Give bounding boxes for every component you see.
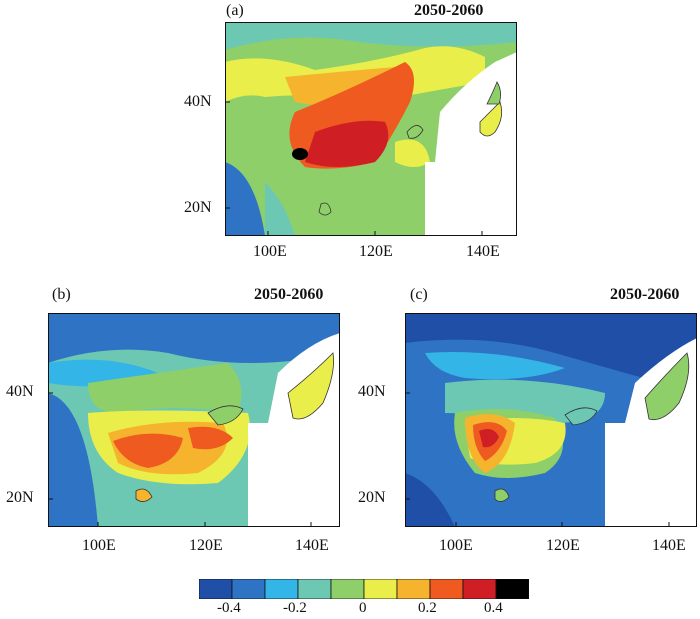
panel-c-lon-140e: 140E <box>652 537 686 554</box>
panel-c-lat-40n: 40N <box>358 383 386 400</box>
panel-b-lat-40n: 40N <box>6 383 34 400</box>
colorbar-label-0.2: 0.2 <box>418 600 437 616</box>
panel-a-lon-100e: 100E <box>253 243 287 260</box>
panel-a-lon-140e: 140E <box>466 243 500 260</box>
colorbar-swatch-4 <box>330 579 365 599</box>
panel-b-lat-20n: 20N <box>6 489 34 506</box>
panel-a-lat-40n: 40N <box>184 93 212 110</box>
panel-c-lon-100e: 100E <box>439 537 473 554</box>
panel-a-label: (a) <box>226 2 244 19</box>
panel-a-lat-20n: 20N <box>184 199 212 216</box>
panel-b-period: 2050-2060 <box>254 286 324 303</box>
colorbar-label-0.4: 0.4 <box>484 600 503 616</box>
colorbar-label-0: 0 <box>359 600 367 616</box>
map-panel-c <box>405 313 697 527</box>
panel-c-period: 2050-2060 <box>610 286 680 303</box>
colorbar-swatch-0 <box>199 579 233 599</box>
map-panel-b <box>48 313 340 527</box>
panel-c-label: (c) <box>410 286 428 303</box>
panel-b-label: (b) <box>52 286 71 303</box>
colorbar-swatch-7 <box>429 579 464 599</box>
colorbar-label-neg-0.2: -0.2 <box>283 600 307 616</box>
panel-b-lon-120e: 120E <box>189 537 223 554</box>
panel-b-lon-140e: 140E <box>295 537 329 554</box>
colorbar-swatch-8 <box>462 579 497 599</box>
panel-b-lon-100e: 100E <box>82 537 116 554</box>
colorbar-swatch-3 <box>297 579 332 599</box>
panel-c-lon-120e: 120E <box>546 537 580 554</box>
colorbar <box>199 579 529 599</box>
panel-a-period: 2050-2060 <box>414 2 484 19</box>
colorbar-swatch-2 <box>264 579 299 599</box>
panel-c-lat-20n: 20N <box>358 489 386 506</box>
colorbar-swatch-9 <box>495 579 529 599</box>
colorbar-swatch-1 <box>231 579 266 599</box>
colorbar-label-neg-0.4: -0.4 <box>217 600 241 616</box>
panel-a-lon-120e: 120E <box>359 243 393 260</box>
map-panel-a <box>225 22 517 236</box>
colorbar-swatch-5 <box>363 579 398 599</box>
colorbar-swatch-6 <box>396 579 431 599</box>
